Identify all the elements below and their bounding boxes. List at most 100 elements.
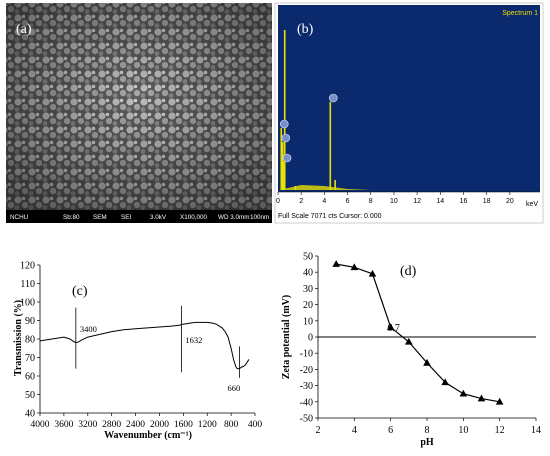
eds-tick-label: 10 (390, 198, 398, 205)
sem-info-item: 100nm (250, 214, 269, 221)
zeta-data-point (459, 389, 468, 397)
zeta-x-tick-label: 14 (531, 425, 541, 436)
ftir-y-tick-label: 50 (25, 390, 35, 401)
eds-element-marker (282, 153, 292, 163)
ftir-y-tick-label: 80 (25, 335, 35, 346)
ftir-x-tick-label: 800 (224, 420, 239, 430)
zeta-y-tick-label: 50 (303, 252, 313, 263)
zeta-annotation: 6.7 (387, 323, 400, 334)
eds-peak (329, 102, 332, 190)
zeta-data-point (350, 263, 359, 271)
zeta-data-point (405, 337, 413, 345)
zeta-y-tick-label: -50 (300, 414, 313, 425)
zeta-y-tick-label: 0 (308, 333, 313, 344)
sem-info-item: 3.0kV (150, 214, 167, 221)
sem-info-item: SEM (93, 214, 107, 221)
eds-tick-label: 4 (322, 198, 326, 205)
ftir-peak-label: 1632 (185, 335, 202, 345)
sem-info-group: NCHU Sb:80 SEM SEI 3.0kV X100,000 WD 3.0mm 100n… (10, 214, 269, 221)
ftir-y-tick-label: 40 (25, 409, 35, 420)
ftir-y-tick-label: 120 (20, 261, 35, 272)
eds-tick-label: 0 (276, 198, 280, 205)
eds-x-unit: keV (526, 201, 538, 208)
chart-zeta: Zeta potential (mV) pH (d) -50 -40 -30 -20 -… (281, 252, 541, 449)
eds-x-axis: 0 2 4 6 8 10 12 14 16 18 20 (276, 191, 540, 205)
eds-spectrum (279, 30, 371, 190)
ftir-x-tick-label: 4000 (31, 420, 50, 430)
panel-a: NCHU Sb:80 SEM SEI 3.0kV X100,000 WD 3.0mm 100n… (6, 3, 272, 223)
zeta-x-tick-label: 2 (316, 425, 321, 436)
eds-tick-label: 20 (506, 198, 514, 205)
zeta-y-tick-label: -20 (300, 365, 313, 376)
panel-a-label: (a) (16, 22, 32, 37)
eds-background (279, 185, 371, 190)
ftir-y-tick-label: 70 (25, 353, 35, 364)
sem-info-item: Sb:80 (63, 214, 80, 221)
eds-tick-label: 2 (299, 198, 303, 205)
eds-plot-area (278, 5, 540, 192)
ftir-x-tick-label: 2800 (102, 420, 121, 430)
eds-tick-label: 12 (413, 198, 421, 205)
chart-ftir: Transmission (%) Wavenumber (cm⁻¹) (c) 4… (13, 261, 262, 442)
zeta-x-tick-label: 4 (352, 425, 357, 436)
ftir-x-tick-label: 400 (248, 420, 263, 430)
zeta-y-label: Zeta potential (mV) (281, 295, 292, 379)
ftir-peak-label: 3400 (80, 324, 97, 334)
ftir-y-label: Transmission (%) (13, 300, 24, 376)
panel-b: Spectrum 1 0 2 4 6 8 10 12 14 16 18 20 keV Full Sc… (274, 2, 544, 224)
zeta-y-tick-label: 10 (303, 316, 313, 327)
sem-info-item: SEI (121, 214, 131, 221)
eds-tick-label: 6 (346, 198, 350, 205)
zeta-x-tick-label: 6 (388, 425, 393, 436)
zeta-y-tick-label: 30 (303, 284, 313, 295)
ftir-series-line (39, 321, 250, 370)
eds-tick-label: 18 (483, 198, 491, 205)
eds-peak (281, 142, 284, 190)
zeta-data-point (386, 323, 395, 331)
zeta-data-point (477, 394, 486, 402)
eds-peak (334, 180, 336, 190)
spectrum-title: Spectrum 1 (502, 10, 538, 17)
ftir-peak-label: 660 (227, 383, 240, 393)
ftir-y-tick-label: 100 (20, 298, 35, 309)
ftir-x-label: Wavenumber (cm⁻¹) (104, 430, 192, 441)
zeta-data-point (332, 260, 340, 267)
sem-info-bar (6, 210, 272, 223)
eds-element-marker (328, 93, 338, 103)
zeta-data-point (423, 358, 431, 366)
eds-element-marker (281, 133, 291, 143)
eds-tick-label: 8 (369, 198, 373, 205)
eds-peak (280, 128, 283, 190)
ftir-x-tick-label: 2000 (150, 420, 169, 430)
zeta-y-tick-label: 40 (303, 268, 313, 279)
zeta-y-tick-label: -40 (300, 397, 313, 408)
zeta-data-point (495, 397, 504, 405)
zeta-data-point (441, 378, 449, 386)
zeta-panel-label: (d) (400, 264, 417, 279)
ftir-panel-label: (c) (72, 284, 88, 299)
ftir-y-tick-label: 90 (25, 316, 35, 327)
zeta-x-tick-label: 10 (458, 425, 468, 436)
zeta-y-tick-label: -30 (300, 381, 313, 392)
ftir-x-tick-label: 3600 (54, 420, 73, 430)
eds-tick-label: 16 (460, 198, 468, 205)
sem-info-item: NCHU (10, 214, 29, 221)
ftir-x-tick-label: 2400 (126, 420, 145, 430)
zeta-y-tick-label: -10 (300, 349, 313, 360)
zeta-x-tick-label: 12 (495, 425, 505, 436)
zeta-x-label: pH (420, 437, 434, 448)
eds-element-marker (279, 119, 289, 129)
eds-tick-label: 14 (436, 198, 444, 205)
ftir-y-tick-label: 60 (25, 372, 35, 383)
eds-status: Full Scale 7071 cts Cursor: 0.000 (278, 213, 382, 220)
zeta-y-tick-label: 20 (303, 300, 313, 311)
sem-info-item: X100,000 (180, 214, 207, 221)
zeta-x-tick-label: 8 (425, 425, 430, 436)
panel-b-label: (b) (297, 22, 314, 37)
sem-info-item: WD 3.0mm (218, 214, 250, 221)
ftir-x-tick-label: 1600 (174, 420, 193, 430)
ftir-x-tick-label: 3200 (78, 420, 97, 430)
zeta-data-point (368, 269, 377, 277)
